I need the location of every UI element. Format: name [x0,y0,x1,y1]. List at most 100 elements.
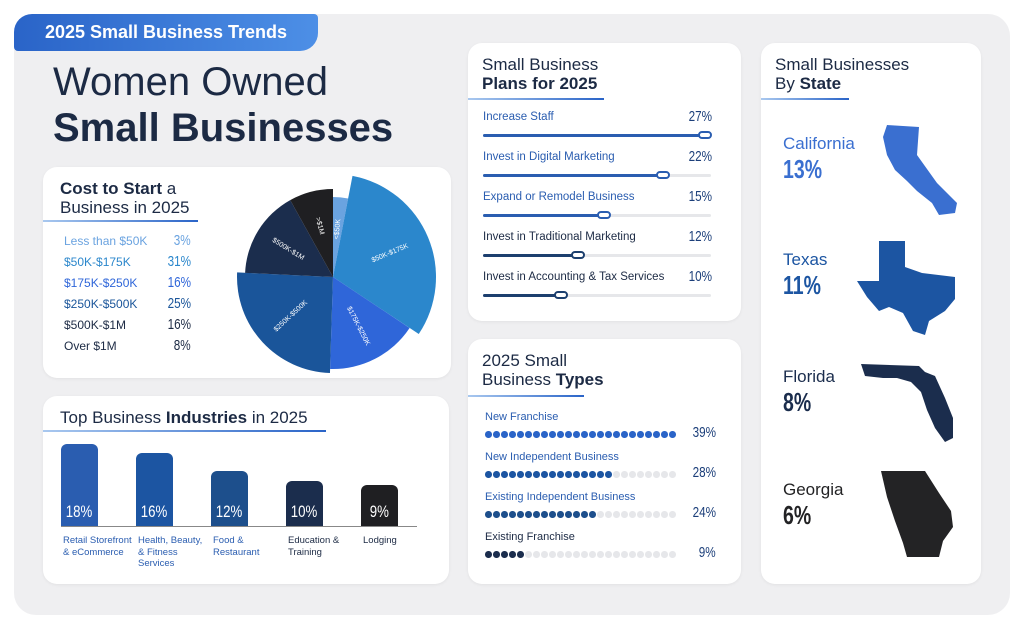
dot-empty [629,471,636,478]
plan-slider-fill [483,254,585,257]
industry-bar: 10% [286,480,323,526]
dot-filled [493,551,500,558]
industry-label: Health, Beauty, & Fitness Services [138,535,203,569]
type-label: Existing Independent Business [485,491,636,503]
dot-filled [573,511,580,518]
dot-filled [541,471,548,478]
dot-filled [605,431,612,438]
dot-filled [541,431,548,438]
dot-filled [493,431,500,438]
plan-slider-track [483,131,712,139]
dot-filled [629,431,636,438]
cost-legend-value: 16% [143,274,191,291]
dot-empty [621,471,628,478]
dot-empty [645,511,652,518]
dot-empty [613,551,620,558]
industry-label: Retail Storefront & eCommerce [63,535,132,558]
dot-filled [589,511,596,518]
cost-legend-value: 31% [143,253,191,270]
type-value: 28% [692,464,716,481]
dot-empty [597,551,604,558]
dot-filled [533,471,540,478]
dot-filled [517,551,524,558]
state-percent: 8% [783,387,812,417]
page-title-line2: Small Businesses [53,106,394,150]
header-badge: 2025 Small Business Trends [14,14,318,51]
dot-empty [565,551,572,558]
dot-empty [653,551,660,558]
plan-slider-handle [655,171,670,179]
cost-legend-value: 25% [143,295,191,312]
type-value: 39% [692,424,716,441]
plan-value: 22% [688,148,712,165]
dot-empty [581,551,588,558]
plan-slider-track [483,291,711,299]
dot-filled [525,431,532,438]
state-map-california-icon [883,125,957,215]
type-label: Existing Franchise [485,531,575,543]
dot-filled [501,511,508,518]
dot-empty [653,471,660,478]
plan-value: 10% [688,268,712,285]
type-dot-bar [485,431,676,438]
plan-slider-handle [554,291,569,299]
dot-empty [589,551,596,558]
state-name: Texas [783,250,828,269]
plan-slider-fill [483,214,610,217]
dot-empty [605,511,612,518]
dot-filled [565,471,572,478]
plan-slider-track [483,211,711,219]
dot-filled [485,551,492,558]
dot-filled [501,551,508,558]
cost-value-text: 16% [167,274,191,291]
dot-filled [557,431,564,438]
type-label: New Franchise [485,411,559,423]
type-value: 24% [692,504,716,521]
dot-empty [605,551,612,558]
dot-empty [621,511,628,518]
dot-empty [645,471,652,478]
dot-empty [573,551,580,558]
dot-filled [485,471,492,478]
plan-slider-fill [483,134,711,137]
cost-legend-value: 16% [143,316,191,333]
dot-filled [589,431,596,438]
dot-filled [517,471,524,478]
cost-legend-label: $500K-$1M [64,318,127,332]
dot-empty [525,551,532,558]
cost-value-text: 3% [174,232,191,249]
state-name: Georgia [783,480,844,499]
pie-slice [333,197,349,277]
dot-filled [589,471,596,478]
card-title: 2025 Small Business Types [482,351,604,389]
type-dot-bar [485,511,676,518]
dot-empty [669,471,676,478]
dot-filled [493,471,500,478]
dot-filled [661,431,668,438]
dot-filled [573,431,580,438]
dot-empty [669,551,676,558]
cost-legend-value: 3% [143,232,191,249]
dot-empty [653,511,660,518]
dot-filled [517,431,524,438]
cost-legend-label: $250K-$500K [64,297,138,311]
dot-empty [661,551,668,558]
state-map-georgia-icon [881,471,953,557]
cost-to-start-card: Cost to Start a Business in 2025 <$50K $50… [43,167,451,378]
bar-baseline [61,526,417,527]
dot-filled [533,431,540,438]
industry-bar-value: 9% [369,501,390,521]
dot-filled [549,431,556,438]
cost-legend-label: Over $1M [64,339,117,353]
cost-value-text: 31% [167,253,191,270]
dot-filled [509,471,516,478]
dot-empty [645,551,652,558]
title-underline [761,98,849,100]
plan-slider-handle [596,211,611,219]
dot-filled [509,431,516,438]
business-types-card: 2025 Small Business Types New Franchise 39… [468,339,741,584]
plan-label: Invest in Digital Marketing [483,151,615,163]
industry-bar: 9% [361,485,398,526]
plan-slider-track [483,251,711,259]
pie-slice [330,277,410,369]
